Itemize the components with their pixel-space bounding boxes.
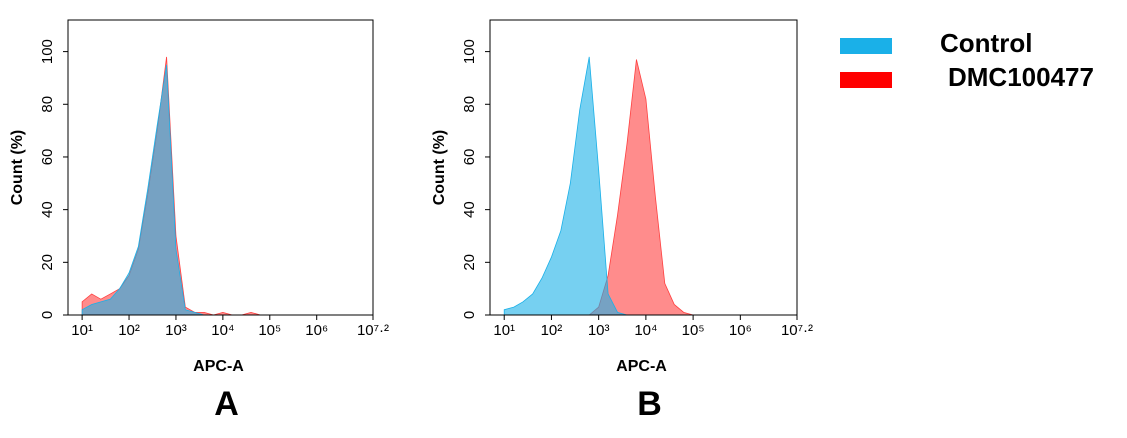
y-tick-label: 40 bbox=[39, 201, 56, 218]
y-tick-label: 80 bbox=[461, 96, 478, 113]
x-tick-label: 10² bbox=[118, 322, 140, 339]
x-tick-label: 10⁴ bbox=[211, 322, 234, 339]
x-tick-label: 10³ bbox=[588, 322, 610, 339]
x-tick-label: 10⁶ bbox=[305, 322, 328, 339]
x-tick-label: 10⁴ bbox=[634, 322, 657, 339]
panel-label: A bbox=[214, 385, 239, 423]
y-tick-label: 100 bbox=[461, 39, 478, 64]
plot-frame bbox=[67, 19, 374, 316]
x-tick-label: 10³ bbox=[165, 322, 187, 339]
legend-label: DMC100477 bbox=[948, 62, 1094, 92]
y-tick-label: 60 bbox=[461, 149, 478, 166]
panel-label: B bbox=[637, 385, 662, 423]
x-tick-label: 10⁶ bbox=[729, 322, 752, 339]
x-tick-label: 10¹ bbox=[71, 322, 93, 339]
histogram-area bbox=[81, 64, 270, 316]
x-axis-title: APC-A bbox=[193, 358, 244, 375]
y-tick-label: 100 bbox=[39, 39, 56, 64]
legend-label: Control bbox=[940, 28, 1032, 58]
y-tick-label: 40 bbox=[461, 201, 478, 218]
legend-swatch bbox=[840, 72, 892, 88]
y-tick-label: 60 bbox=[39, 149, 56, 166]
y-axis-title: Count (%) bbox=[9, 130, 26, 206]
x-tick-label: 10⁵ bbox=[258, 322, 281, 339]
x-tick-label: 10⁷·² bbox=[357, 322, 389, 339]
x-tick-label: 10¹ bbox=[493, 322, 515, 339]
x-tick-label: 10⁵ bbox=[682, 322, 705, 339]
x-tick-label: 10⁷·² bbox=[781, 322, 813, 339]
y-tick-label: 80 bbox=[39, 96, 56, 113]
y-axis-title: Count (%) bbox=[431, 130, 448, 206]
histogram-area bbox=[503, 56, 694, 316]
legend-swatch bbox=[840, 38, 892, 54]
y-tick-label: 0 bbox=[461, 311, 478, 319]
x-tick-label: 10² bbox=[541, 322, 563, 339]
x-axis-title: APC-A bbox=[616, 358, 667, 375]
y-tick-label: 20 bbox=[39, 254, 56, 271]
y-tick-label: 0 bbox=[39, 311, 56, 319]
y-tick-label: 20 bbox=[461, 254, 478, 271]
plot-frame bbox=[489, 19, 798, 316]
